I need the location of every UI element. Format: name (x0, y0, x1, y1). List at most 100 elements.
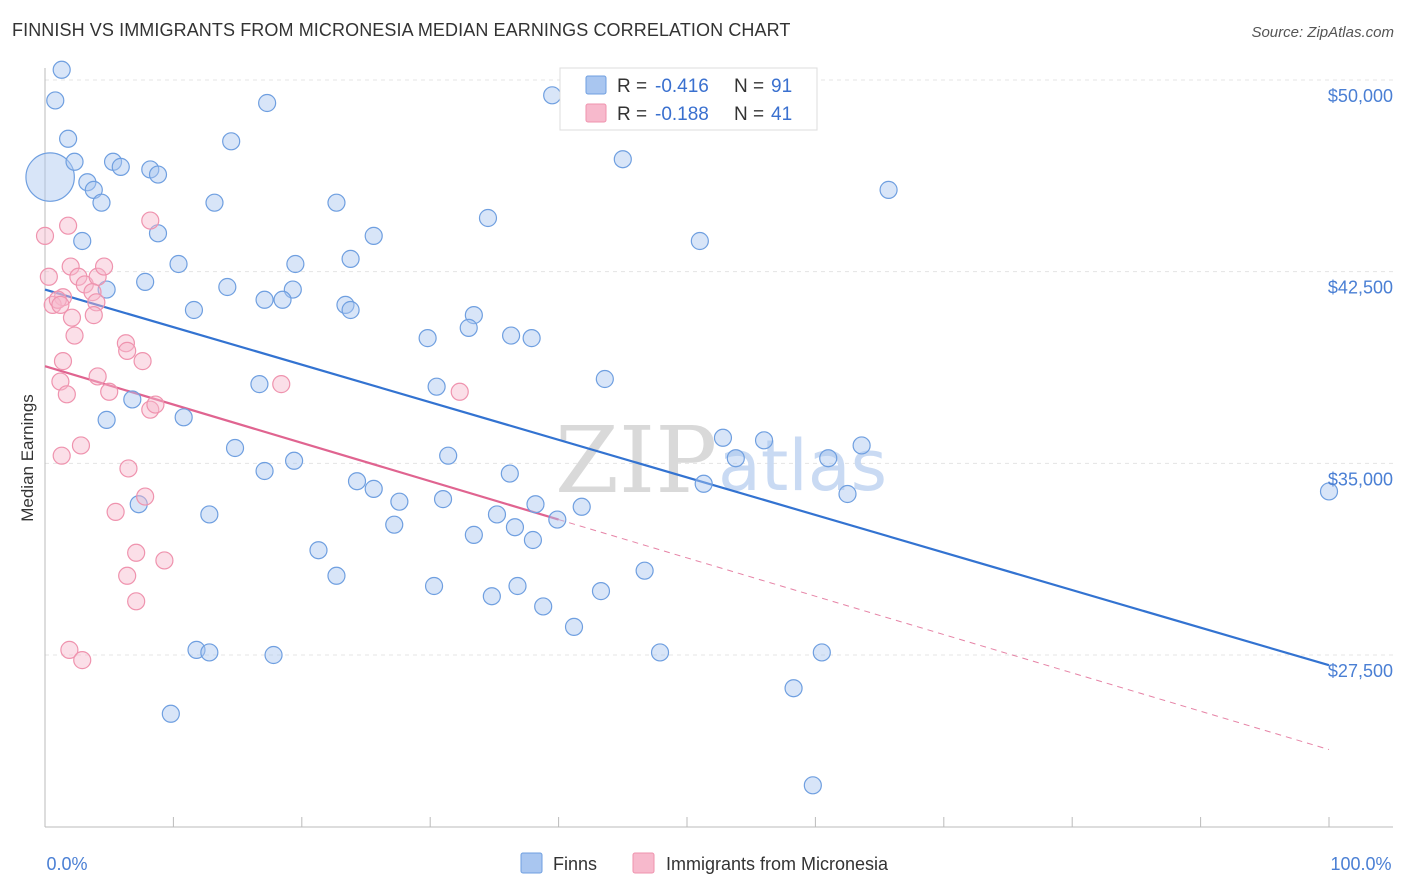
bottom-legend: Finns Immigrants from Micronesia (520, 852, 889, 874)
point-finns-52 (390, 492, 409, 511)
point-micronesia-19 (118, 341, 137, 360)
source-label: Source: ZipAtlas.com (1251, 24, 1394, 41)
watermark: ZIP atlas (555, 407, 887, 514)
point-finns-29 (136, 272, 155, 291)
point-finns-46 (97, 410, 116, 429)
point-finns-40 (522, 329, 541, 348)
point-finns-87 (161, 704, 180, 723)
point-micronesia-22 (133, 352, 152, 371)
point-finns-73 (591, 582, 611, 601)
point-finns-42 (427, 377, 446, 396)
point-micronesia-18 (116, 334, 135, 353)
point-micronesia-34 (106, 502, 125, 521)
point-finns-61 (572, 497, 591, 516)
point-finns-37 (459, 318, 478, 337)
point-finns-25 (286, 254, 305, 274)
point-finns-48 (255, 461, 274, 481)
bottom-legend-label-micronesia: Immigrants from Micronesia (666, 854, 889, 874)
point-finns-41 (595, 369, 614, 389)
point-finns-65 (200, 505, 219, 524)
y-tick-label-3: $50,000 (1328, 86, 1393, 106)
point-micronesia-10 (43, 295, 62, 314)
point-micronesia-9 (94, 257, 114, 276)
x-tick-labels: 0.0% 100.0% (46, 854, 1391, 874)
point-finns-69 (482, 587, 501, 606)
data-points (25, 60, 1339, 795)
legend-n-value-micronesia: 41 (771, 104, 792, 125)
point-finns-38 (501, 326, 521, 345)
point-micronesia-33 (136, 487, 155, 506)
point-finns-55 (433, 490, 453, 509)
point-finns-68 (424, 576, 444, 596)
point-finns-81 (812, 643, 831, 662)
legend-n-value-finns: 91 (771, 76, 792, 97)
point-finns-23 (690, 231, 709, 251)
point-finns-30 (218, 277, 237, 297)
legend-n-label-micronesia: N = (734, 104, 764, 125)
point-micronesia-28 (272, 375, 291, 394)
x-tick-label-1: 100.0% (1330, 854, 1391, 874)
point-finns-45 (174, 408, 193, 427)
point-finns-18 (327, 193, 346, 212)
bottom-legend-swatch-finns (520, 852, 543, 874)
point-micronesia-21 (88, 367, 107, 386)
point-finns-0 (25, 152, 75, 202)
point-micronesia-29 (450, 382, 469, 401)
point-finns-39 (418, 329, 437, 348)
gridlines (45, 79, 1393, 656)
point-finns-35 (341, 300, 360, 320)
axes (44, 68, 1393, 828)
point-finns-90 (1319, 482, 1339, 501)
watermark-zip: ZIP (555, 407, 717, 514)
chart-title: FINNISH VS IMMIGRANTS FROM MICRONESIA ME… (12, 20, 791, 40)
point-finns-17 (205, 193, 224, 212)
point-finns-62 (548, 510, 567, 529)
point-finns-16 (879, 180, 898, 199)
point-finns-57 (487, 505, 507, 524)
point-finns-78 (754, 431, 774, 450)
point-finns-14 (543, 86, 562, 105)
point-finns-53 (385, 515, 404, 534)
point-finns-43 (123, 390, 142, 409)
point-micronesia-26 (141, 400, 160, 419)
point-micronesia-11 (48, 290, 67, 309)
point-micronesia-24 (100, 382, 119, 401)
point-micronesia-20 (53, 352, 73, 371)
point-micronesia-15 (62, 308, 82, 327)
point-micronesia-38 (127, 592, 146, 611)
top-legend: R = -0.416 N = 91 R = -0.188 N = 41 (559, 67, 818, 131)
point-finns-59 (464, 525, 483, 544)
y-axis-label: Median Earnings (18, 394, 37, 522)
point-finns-83 (803, 776, 822, 795)
point-finns-72 (564, 617, 584, 636)
point-finns-80 (838, 484, 857, 504)
point-finns-49 (284, 451, 304, 470)
point-micronesia-36 (155, 551, 174, 570)
point-finns-67 (327, 566, 346, 585)
trend-line-extension-micronesia (558, 519, 1330, 751)
legend-n-label-finns: N = (734, 76, 764, 97)
point-micronesia-2 (141, 211, 160, 230)
point-micronesia-40 (73, 651, 92, 670)
legend-r-label-finns: R = (617, 76, 647, 97)
point-finns-66 (309, 541, 328, 560)
point-micronesia-16 (65, 326, 84, 345)
point-finns-89 (852, 436, 871, 455)
point-finns-2 (46, 91, 65, 110)
legend-swatch-finns (585, 75, 607, 95)
point-finns-56 (500, 464, 519, 483)
y-tick-labels: $27,500 $35,000 $42,500 $50,000 (1328, 86, 1393, 681)
point-micronesia-37 (118, 566, 137, 585)
point-finns-3 (59, 129, 78, 148)
x-tick-label-0: 0.0% (46, 854, 87, 874)
point-finns-11 (148, 165, 168, 184)
point-finns-24 (169, 254, 188, 274)
point-finns-4 (65, 152, 84, 171)
point-micronesia-13 (83, 283, 102, 302)
legend-swatch-micronesia (585, 103, 607, 123)
point-finns-50 (364, 479, 383, 498)
point-finns-86 (200, 643, 219, 662)
bottom-legend-label-finns: Finns (553, 854, 597, 874)
point-micronesia-32 (119, 459, 138, 478)
point-finns-32 (273, 290, 292, 309)
